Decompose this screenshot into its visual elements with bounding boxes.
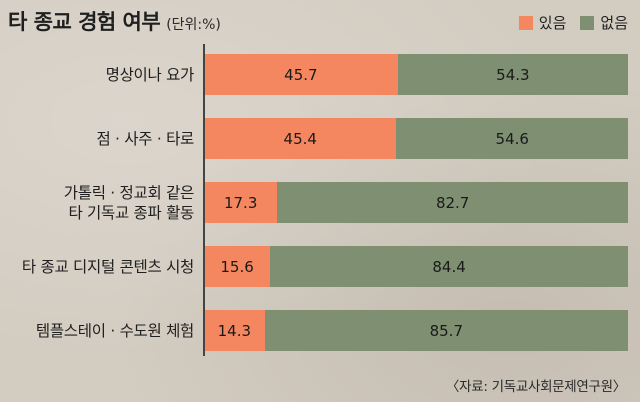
category-label: 점 · 사주 · 타로 (0, 129, 194, 149)
legend-label-no: 없음 (600, 14, 628, 32)
data-label: 14.3 (217, 321, 252, 340)
data-label: 17.3 (223, 193, 258, 212)
category-label: 타 종교 디지털 콘텐츠 시청 (0, 257, 194, 277)
category-label: 명상이나 요가 (0, 65, 195, 85)
category-label-line: 타 종교 디지털 콘텐츠 시청 (21, 257, 194, 276)
data-label: 85.7 (429, 321, 463, 340)
bar-yes: 45.4 (204, 118, 397, 159)
data-label: 15.6 (220, 257, 254, 276)
category-label-line: 명상이나 요가 (105, 65, 195, 84)
source-note: 〈자료: 기독교사회문제연구원〉 (445, 379, 626, 395)
data-label: 45.7 (284, 65, 318, 84)
bar-yes: 17.3 (204, 182, 278, 223)
legend-item-no: 없음 (580, 12, 628, 33)
bar-yes: 45.7 (204, 54, 398, 95)
chart-title: 타 종교 경험 여부 (8, 10, 161, 34)
category-label: 템플스테이 · 수도원 체험 (0, 321, 194, 341)
legend-swatch-no (580, 15, 595, 30)
bar-no: 84.4 (270, 246, 628, 287)
bar-no: 82.7 (277, 182, 628, 223)
unit-label: (단위:%) (166, 17, 221, 33)
legend: 있음 없음 (505, 12, 628, 33)
legend-item-yes: 있음 (518, 12, 567, 33)
category-label-line: 템플스테이 · 수도원 체험 (35, 321, 194, 340)
category-label-line: 가톨릭 · 정교회 같은 (63, 183, 195, 202)
data-label: 45.4 (283, 129, 317, 148)
legend-swatch-yes (518, 15, 533, 30)
bar-yes: 14.3 (204, 310, 265, 351)
category-label: 가톨릭 · 정교회 같은 타 기독교 종파 활동 (0, 183, 195, 223)
category-label-line: 점 · 사주 · 타로 (96, 129, 194, 148)
title-row: 타 종교 경험 여부 (단위:%) (8, 6, 221, 38)
data-label: 54.6 (495, 129, 529, 148)
data-label: 54.3 (496, 65, 530, 84)
data-label: 84.4 (432, 257, 466, 276)
bar-no: 54.3 (397, 54, 628, 95)
data-label: 82.7 (435, 193, 470, 212)
category-label-line: 타 기독교 종파 활동 (68, 203, 194, 222)
legend-label-yes: 있음 (538, 14, 567, 32)
bar-no: 54.6 (396, 118, 628, 159)
bar-yes: 15.6 (204, 246, 271, 287)
category-axis-line (203, 44, 205, 356)
bar-no: 85.7 (264, 310, 628, 351)
